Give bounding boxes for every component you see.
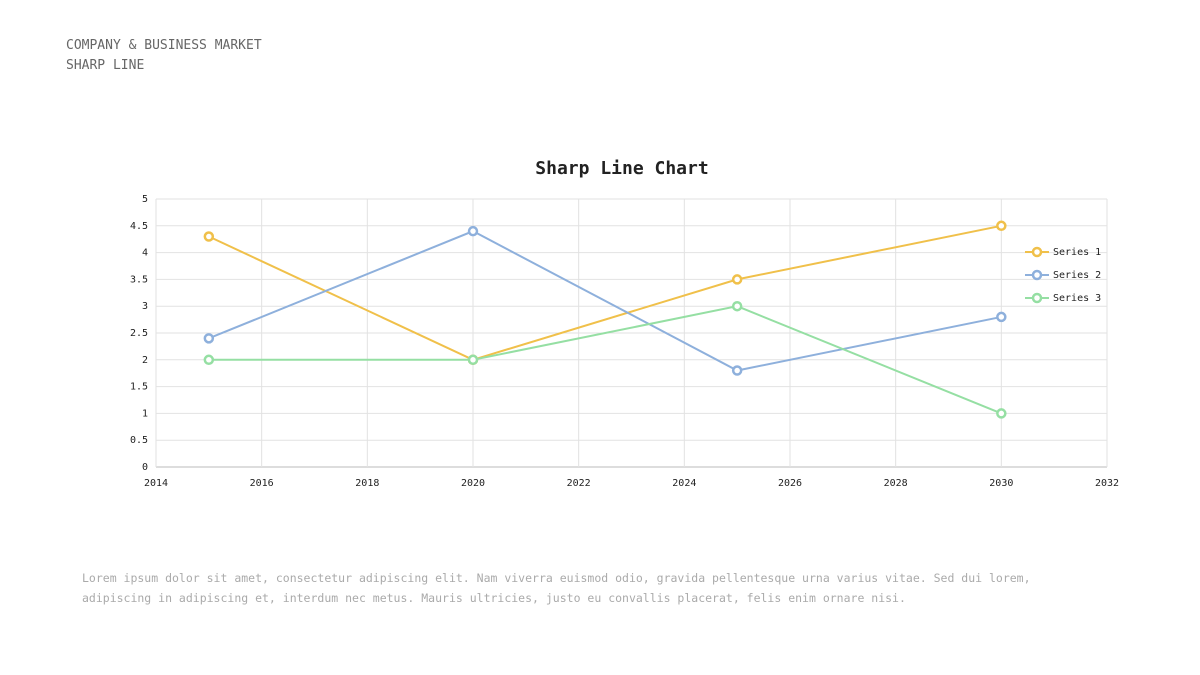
y-tick-label: 2.5 (130, 328, 148, 339)
point-marker (467, 354, 479, 366)
point-marker (467, 225, 479, 237)
legend-label: Series 1 (1053, 247, 1101, 258)
point-marker (203, 354, 215, 366)
point-marker (731, 365, 743, 376)
legend-marker (1031, 292, 1043, 304)
point-marker (203, 333, 215, 344)
x-tick-label: 2018 (355, 478, 379, 489)
point-marker (996, 311, 1007, 323)
legend-label: Series 2 (1053, 270, 1101, 281)
y-tick-label: 0.5 (130, 435, 148, 446)
chart-title: Sharp Line Chart (535, 158, 708, 179)
header-line: COMPANY & BUSINESS MARKET (66, 38, 262, 53)
series-line (208, 305, 1002, 415)
y-tick-label: 4 (142, 248, 148, 259)
point-marker (996, 408, 1007, 419)
x-tick-label: 2014 (144, 478, 168, 489)
y-tick-label: 5 (142, 194, 148, 205)
y-tick-label: 3.5 (130, 274, 148, 285)
point-marker (203, 231, 215, 242)
series-line (208, 224, 1002, 361)
x-tick-label: 2028 (884, 478, 908, 489)
x-tick-label: 2024 (672, 478, 696, 489)
x-tick-label: 2032 (1095, 478, 1119, 489)
legend-marker (1031, 269, 1043, 281)
x-tick-label: 2016 (250, 478, 274, 489)
header-line: SHARP LINE (66, 58, 145, 73)
y-tick-label: 3 (142, 301, 148, 312)
legend-marker (1031, 246, 1043, 258)
x-tick-label: 2030 (989, 478, 1013, 489)
y-tick-label: 0 (142, 462, 148, 473)
x-tick-label: 2026 (778, 478, 802, 489)
x-tick-label: 2022 (567, 478, 591, 489)
body-text: Lorem ipsum dolor sit amet, consectetur … (82, 568, 1031, 608)
y-tick-label: 1.5 (130, 382, 148, 393)
x-tick-label: 2020 (461, 478, 485, 489)
header: COMPANY & BUSINESS MARKET SHARP LINE (66, 36, 262, 76)
y-tick-label: 2 (142, 355, 148, 366)
y-tick-label: 1 (142, 408, 148, 419)
point-marker (731, 300, 743, 312)
point-marker (731, 274, 743, 285)
y-tick-label: 4.5 (130, 221, 148, 232)
body-line: adipiscing in adipiscing et, interdum ne… (82, 591, 906, 605)
point-marker (996, 220, 1007, 232)
series-line (208, 230, 1002, 372)
legend-label: Series 3 (1053, 293, 1101, 304)
body-line: Lorem ipsum dolor sit amet, consectetur … (82, 571, 1031, 585)
